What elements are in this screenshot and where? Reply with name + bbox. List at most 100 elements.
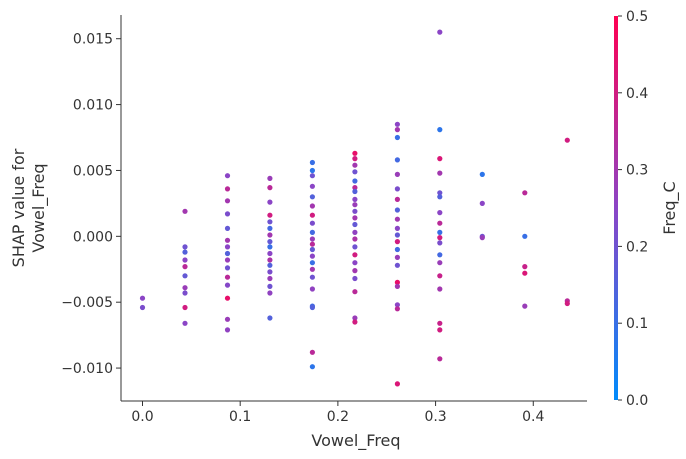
data-point (267, 315, 273, 321)
scatter-points (139, 29, 570, 387)
data-point (394, 232, 400, 238)
data-point (352, 319, 358, 325)
data-point (182, 320, 188, 326)
data-point (394, 283, 400, 289)
data-point (267, 290, 273, 296)
data-point (267, 244, 273, 250)
data-point (394, 186, 400, 192)
data-point (437, 170, 443, 176)
data-point (267, 239, 273, 245)
data-point (224, 244, 231, 250)
colorbar-label: Freq_C (660, 181, 680, 234)
data-point (394, 171, 400, 177)
data-point (224, 198, 231, 204)
data-point (309, 236, 315, 242)
data-point (394, 225, 400, 231)
data-point (437, 235, 443, 241)
data-point (522, 233, 528, 239)
data-point (522, 270, 528, 276)
x-tick-label: 0.0 (131, 409, 153, 425)
data-point (309, 253, 315, 259)
data-point (352, 162, 358, 168)
data-point (352, 260, 358, 266)
data-point (352, 202, 358, 208)
data-point (437, 260, 443, 266)
data-point (224, 237, 231, 243)
data-point (224, 282, 231, 288)
data-point (394, 127, 400, 133)
data-point (394, 157, 400, 163)
data-point (182, 257, 188, 263)
data-point (309, 173, 315, 179)
data-point (224, 327, 231, 333)
data-point (394, 207, 400, 213)
data-point (267, 212, 273, 218)
data-point (309, 260, 315, 266)
data-point (352, 221, 358, 228)
y-tick-label: 0.015 (73, 32, 113, 48)
data-point (394, 254, 400, 260)
data-point (309, 349, 315, 355)
data-point (309, 203, 315, 209)
y-axis-label-line2: Vowel_Freq (29, 163, 49, 252)
data-point (309, 229, 315, 235)
data-point (224, 265, 231, 271)
data-point (564, 137, 570, 143)
data-point (352, 252, 358, 258)
data-point (267, 257, 273, 263)
data-point (394, 279, 400, 285)
data-point (394, 306, 400, 312)
data-point (352, 275, 358, 282)
data-point (267, 232, 273, 238)
data-point (267, 283, 273, 289)
data-point (522, 264, 528, 270)
data-point (182, 264, 188, 270)
data-point (224, 257, 231, 263)
y-axis-label-line1: SHAP value for (9, 148, 28, 267)
data-point (352, 244, 358, 250)
data-point (309, 364, 315, 370)
data-point (479, 171, 485, 177)
data-point (182, 290, 188, 296)
data-point (522, 303, 528, 309)
colorbar-tick-label: 0.2 (626, 239, 648, 255)
data-point (309, 304, 315, 311)
x-axis-label: Vowel_Freq (311, 431, 400, 451)
colorbar-tick-label: 0.5 (626, 9, 648, 25)
colorbar-gradient (614, 16, 618, 400)
data-point (352, 185, 358, 191)
data-point (394, 196, 400, 202)
data-point (394, 216, 400, 222)
data-point (352, 188, 358, 195)
data-point (564, 300, 570, 307)
data-point (139, 304, 146, 311)
data-point (352, 196, 358, 202)
data-point (352, 268, 358, 274)
data-point (182, 244, 188, 250)
data-point (437, 327, 443, 333)
data-point (437, 286, 443, 292)
data-point (267, 185, 273, 191)
data-point (522, 190, 528, 196)
data-point (352, 315, 358, 321)
data-point (437, 156, 443, 162)
data-point (437, 190, 443, 196)
x-tick-label: 0.3 (424, 409, 446, 425)
data-point (224, 225, 231, 231)
data-point (224, 274, 231, 280)
data-point (437, 240, 443, 246)
data-point (394, 121, 400, 127)
data-point (437, 320, 443, 326)
data-point (182, 273, 188, 279)
data-point (309, 194, 315, 200)
data-point (394, 239, 400, 245)
y-tick-label: 0.010 (73, 98, 113, 114)
x-tick-label: 0.1 (229, 409, 251, 425)
data-point (394, 302, 400, 308)
data-point (182, 208, 188, 214)
data-point (267, 250, 273, 257)
data-point (267, 275, 273, 282)
data-point (437, 252, 443, 258)
data-point (309, 286, 315, 292)
data-point (224, 295, 231, 301)
